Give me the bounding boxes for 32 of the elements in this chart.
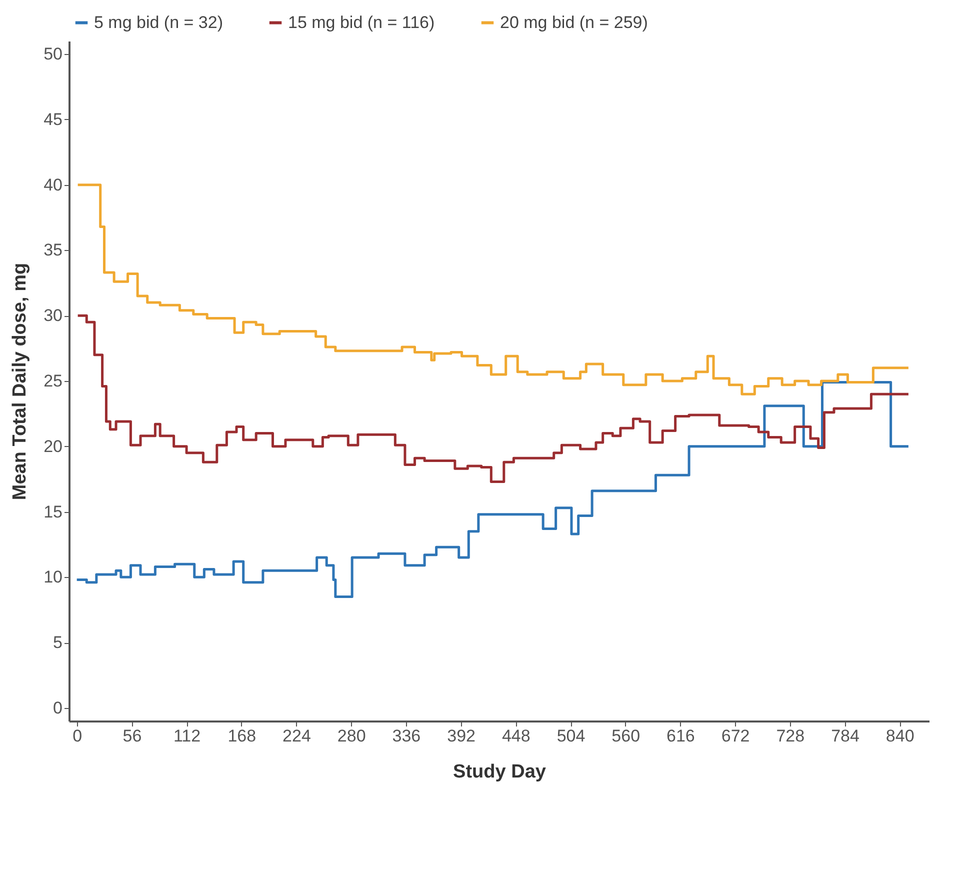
x-tick-label: 840 — [886, 726, 914, 746]
x-tick-label: 112 — [173, 726, 201, 746]
x-tick-label: 392 — [447, 726, 476, 746]
x-axis-title: Study Day — [453, 762, 546, 782]
x-tick-label: 336 — [392, 726, 421, 746]
x-tick-label: 504 — [556, 726, 586, 746]
x-tick-label: 448 — [502, 726, 530, 746]
y-tick-label: 15 — [44, 502, 62, 522]
y-tick-label: 35 — [44, 240, 62, 260]
x-tick-label: 0 — [72, 726, 82, 746]
x-tick-label: 616 — [666, 726, 695, 746]
x-tick-label: 784 — [831, 726, 860, 746]
legend-label: 15 mg bid (n = 116) — [288, 12, 435, 32]
y-tick-label: 30 — [44, 306, 62, 326]
legend-label: 20 mg bid (n = 259) — [500, 12, 648, 32]
x-tick-label: 56 — [122, 726, 142, 746]
y-tick-label: 50 — [44, 44, 62, 64]
x-tick-label: 560 — [612, 726, 640, 746]
x-tick-label: 224 — [282, 726, 311, 746]
y-tick-label: 0 — [53, 698, 62, 718]
y-tick-label: 20 — [44, 436, 62, 456]
y-tick-label: 5 — [53, 633, 62, 652]
x-tick-label: 168 — [228, 726, 256, 746]
x-tick-label: 280 — [337, 726, 366, 746]
y-tick-label: 10 — [44, 568, 62, 587]
legend-label: 5 mg bid (n = 32) — [94, 12, 223, 32]
y-tick-label: 45 — [44, 110, 62, 129]
x-tick-label: 672 — [721, 726, 750, 746]
y-axis-title: Mean Total Daily dose, mg — [10, 262, 31, 500]
y-tick-label: 40 — [44, 175, 62, 194]
y-tick-label: 25 — [44, 372, 62, 390]
x-tick-label: 728 — [776, 726, 805, 746]
